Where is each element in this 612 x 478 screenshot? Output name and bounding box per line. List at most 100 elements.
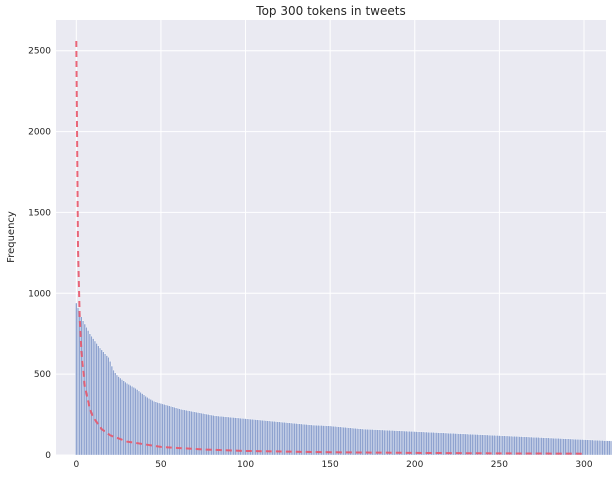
bar [522,436,525,456]
bar [486,434,489,456]
bar [400,430,403,456]
x-tick-label: 250 [491,460,508,470]
bar [586,439,589,456]
bar [293,423,296,456]
bar [405,430,408,456]
bar [276,421,279,456]
bar [596,440,599,456]
bar [496,435,499,456]
bar [90,335,93,456]
bar [572,438,575,456]
bar [337,426,340,456]
bar [393,430,396,456]
bar [412,431,415,456]
bar [298,423,301,456]
bar [296,423,300,456]
y-axis-ticks: 0 500 1000 1500 2000 2500 [28,47,51,461]
bar [239,417,242,456]
bar [117,376,120,456]
y-tick-label: 1000 [28,289,51,299]
bar [383,429,386,456]
bar [131,386,134,456]
bar [247,418,250,456]
y-tick-label: 500 [34,370,51,380]
bar [124,381,127,456]
bar [342,427,345,456]
bar [315,425,318,456]
plot-background [56,20,606,455]
bar [347,427,350,456]
bar [415,431,418,456]
bar [462,433,465,456]
bar [528,436,531,456]
bar [432,432,435,456]
bar [545,437,548,456]
bar [428,432,432,456]
bar [352,427,355,456]
bar [269,420,272,456]
x-tick-label: 150 [322,460,339,470]
bar [308,424,311,456]
bar [339,426,342,456]
bar [581,439,584,456]
bar [449,432,452,456]
bar [459,433,462,456]
bar [564,438,567,456]
bar [351,427,354,456]
bar [577,439,580,456]
bar [567,438,570,456]
bar [366,429,369,456]
bar [153,400,156,456]
bar [481,434,484,456]
bar [420,431,423,456]
bar [398,430,401,456]
bar [241,418,244,456]
bar [413,431,416,456]
bar [488,434,491,456]
bar [97,345,100,456]
bar [491,435,494,456]
bar [271,421,274,456]
bar [444,432,447,456]
bar [136,389,139,456]
bar [356,428,359,456]
bar [232,417,235,456]
x-tick-label: 0 [73,460,79,470]
bar [579,439,582,456]
bar [427,432,430,456]
bar [489,434,492,456]
bar [457,433,460,456]
x-tick-label: 50 [155,460,167,470]
bar [506,435,509,456]
bar [212,415,215,456]
bar [335,426,338,456]
x-tick-label: 200 [406,460,423,470]
bar [559,438,562,456]
y-tick-label: 0 [45,451,51,461]
bar [110,365,113,456]
bar [183,409,186,456]
bar [251,419,254,456]
bar [173,407,176,456]
bar [454,433,457,456]
bar [471,434,474,456]
bar [273,421,276,456]
bar [555,438,558,456]
bar [290,422,293,456]
bar [401,430,404,456]
bar [114,372,117,456]
bar [320,425,323,456]
bar [369,429,372,456]
bar [479,434,482,456]
bar [302,423,305,456]
bar [325,425,328,456]
bar [318,425,322,456]
bar [484,434,487,456]
bar [234,417,237,456]
bar [115,374,118,456]
bar [349,427,352,456]
bar [303,424,306,456]
bar [594,439,597,456]
bar [288,422,291,456]
